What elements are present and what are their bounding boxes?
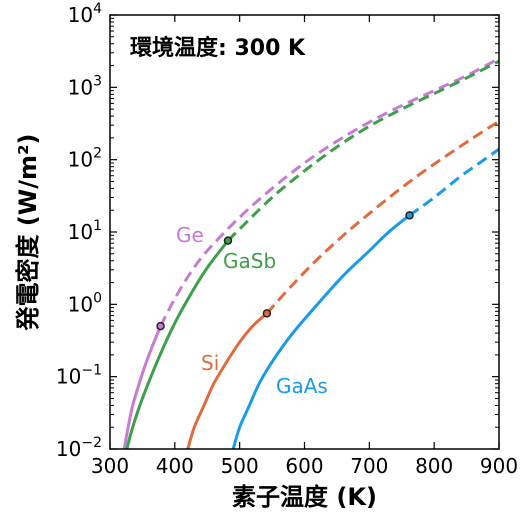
y-tick-label: 104 xyxy=(68,1,102,27)
y-tick-label: 100 xyxy=(68,290,102,316)
series-label-ge: Ge xyxy=(176,223,204,247)
x-tick-label: 900 xyxy=(480,454,518,478)
series-ge-marker xyxy=(156,321,165,331)
y-axis-title: 発電密度 (W/m²) xyxy=(14,133,42,331)
y-tick-label: 102 xyxy=(68,146,102,172)
x-tick-label: 500 xyxy=(221,454,259,478)
series-gasb-solid-line xyxy=(125,239,230,449)
labels-layer: 300 400 500 600 700 800 900 10−2 10−1 100 101 102 10… xyxy=(14,1,518,511)
series-gasb-dashed-line xyxy=(226,59,499,242)
x-tick-label: 800 xyxy=(415,454,453,478)
series-gaas-solid-line xyxy=(231,214,411,449)
y-tick-label: 10−1 xyxy=(56,363,102,389)
series-si-solid-line xyxy=(186,312,268,449)
series-label-si: Si xyxy=(201,351,219,375)
series-layer xyxy=(122,57,499,449)
series-label-gasb: GaSb xyxy=(223,249,276,273)
x-tick-label: 300 xyxy=(91,454,129,478)
series-gaas-dashed-line xyxy=(408,147,499,217)
x-axis-title: 素子温度 (K) xyxy=(232,483,377,511)
ambient-temperature-annotation: 環境温度: 300 K xyxy=(130,35,306,61)
axes-layer xyxy=(109,14,500,450)
series-si-marker xyxy=(262,309,272,318)
series-ge-solid-line xyxy=(122,325,162,449)
y-tick-label: 103 xyxy=(68,73,102,99)
x-tick-label: 600 xyxy=(285,454,323,478)
y-tick-label: 10−2 xyxy=(56,435,102,461)
series-gaas-marker xyxy=(405,211,414,220)
x-tick-label: 400 xyxy=(156,454,194,478)
series-si-dashed-line xyxy=(265,119,499,315)
y-tick-label: 101 xyxy=(68,218,102,244)
x-tick-label: 700 xyxy=(350,454,388,478)
series-gasb-marker xyxy=(223,236,233,245)
series-label-gaas: GaAs xyxy=(276,374,328,398)
